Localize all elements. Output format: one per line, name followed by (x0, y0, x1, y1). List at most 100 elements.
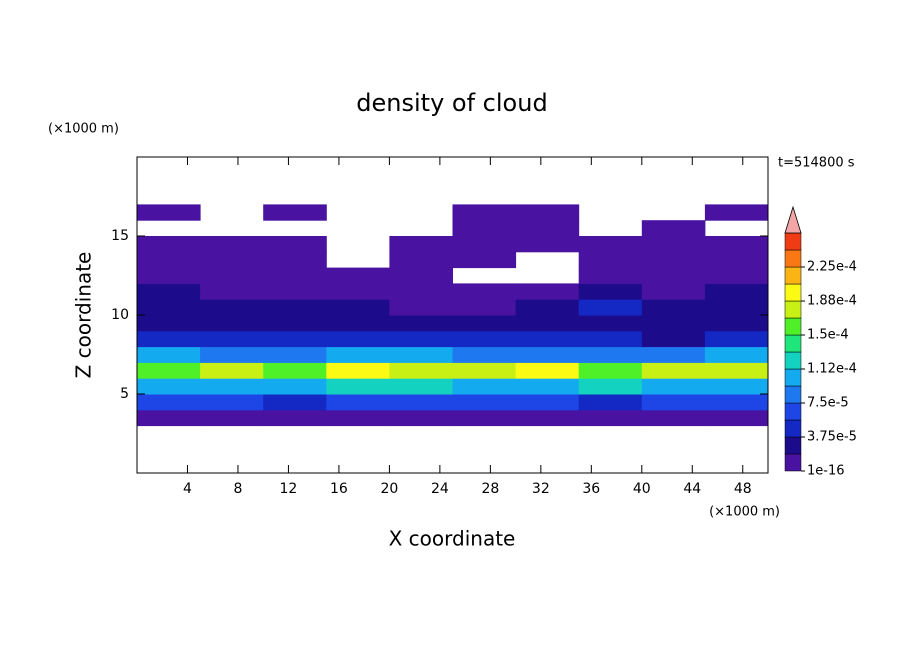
contour-cell (704, 283, 769, 300)
contour-cell (641, 251, 706, 269)
contour-cell (389, 299, 453, 316)
colorbar-label: 1e-16 (807, 464, 845, 479)
x-tick-label: 16 (330, 481, 348, 497)
contour-cell (200, 315, 264, 332)
contour-cell (263, 378, 327, 395)
colorbar-extend (784, 205, 802, 234)
contour-cell (452, 346, 517, 363)
contour-cell (641, 283, 706, 300)
contour-cell (389, 362, 453, 379)
colorbar-label: 1.88e-4 (807, 294, 857, 309)
contour-cell (200, 299, 264, 316)
x-axis-label: X coordinate (389, 527, 516, 551)
contour-cell (326, 315, 390, 332)
contour-cell (452, 330, 517, 348)
contour-cell (326, 409, 390, 427)
contour-cell (578, 299, 643, 316)
contour-cell (263, 330, 327, 348)
contour-cell (200, 330, 264, 348)
contour-cell (263, 362, 327, 379)
contour-cell (578, 315, 643, 332)
contour-cell (137, 394, 201, 411)
contour-cell (515, 330, 580, 348)
contour-cell (200, 394, 264, 411)
contour-cell (263, 283, 327, 300)
contour-cell (578, 251, 643, 269)
contour-cell (704, 267, 769, 284)
contour-cell (452, 251, 517, 269)
contour-cell (263, 236, 327, 253)
contour-cell (200, 283, 264, 300)
contour-cell (263, 346, 327, 363)
contour-cell (389, 346, 453, 363)
contour-cell (578, 362, 643, 379)
contour-cell (326, 330, 390, 348)
contour-cell (326, 362, 390, 379)
contour-cell (704, 315, 769, 332)
contour-cell (326, 283, 390, 300)
contour-cell (263, 204, 327, 221)
colorbar-box (784, 453, 802, 472)
y-tick-label: 10 (111, 307, 129, 323)
x-tick-label: 40 (633, 481, 651, 497)
contour-cell (263, 409, 327, 427)
contour-cell (263, 394, 327, 411)
contour-cell (137, 204, 201, 221)
contour-cell (137, 330, 201, 348)
contour-cell (326, 378, 390, 395)
contour-cell (641, 378, 706, 395)
contour-cell (452, 220, 517, 237)
contour-cell (200, 251, 264, 269)
contour-cell (137, 251, 201, 269)
contour-cell (452, 299, 517, 316)
contour-cell (578, 283, 643, 300)
colorbar-label: 3.75e-5 (807, 430, 857, 445)
contour-cell (641, 267, 706, 284)
contour-cell (578, 346, 643, 363)
contour-cell (263, 251, 327, 269)
contour-cell (704, 362, 769, 379)
contour-cell (515, 283, 580, 300)
x-tick-label: 32 (532, 481, 550, 497)
contour-cell (137, 299, 201, 316)
colorbar-box (784, 249, 802, 268)
contour-cell (326, 267, 390, 284)
x-tick-label: 36 (582, 481, 600, 497)
contour-cell (452, 394, 517, 411)
contour-cell (704, 394, 769, 411)
colorbar-box (784, 385, 802, 404)
colorbar-label: 2.25e-4 (807, 260, 857, 275)
y-tick-label: 15 (111, 228, 129, 244)
colorbar-box (784, 368, 802, 387)
contour-cell (200, 378, 264, 395)
y-unit: (×1000 m) (48, 122, 119, 137)
contour-cell (515, 346, 580, 363)
contour-cell (578, 267, 643, 284)
contour-cell (263, 267, 327, 284)
contour-cell (137, 346, 201, 363)
contour-cell (263, 315, 327, 332)
colorbar-box (784, 232, 802, 251)
contour-cell (704, 409, 769, 427)
colorbar-label: 7.5e-5 (807, 396, 849, 411)
contour-cell (704, 236, 769, 253)
colorbar-box (784, 266, 802, 285)
contour-cell (452, 204, 517, 221)
contour-cell (704, 346, 769, 363)
contour-cell (137, 362, 201, 379)
x-tick-label: 24 (431, 481, 449, 497)
contour-cell (137, 283, 201, 300)
contour-cell (452, 283, 517, 300)
contour-cell (515, 362, 580, 379)
x-tick-label: 12 (280, 481, 298, 497)
contour-cell (137, 236, 201, 253)
contour-cell (389, 283, 453, 300)
contour-cell (452, 362, 517, 379)
time-annotation: t=514800 s (778, 156, 855, 171)
contour-cell (452, 236, 517, 253)
contour-cell (389, 409, 453, 427)
colorbar-box (784, 351, 802, 370)
contour-cell (515, 299, 580, 316)
x-tick-label: 4 (183, 481, 192, 497)
contour-cell (578, 236, 643, 253)
